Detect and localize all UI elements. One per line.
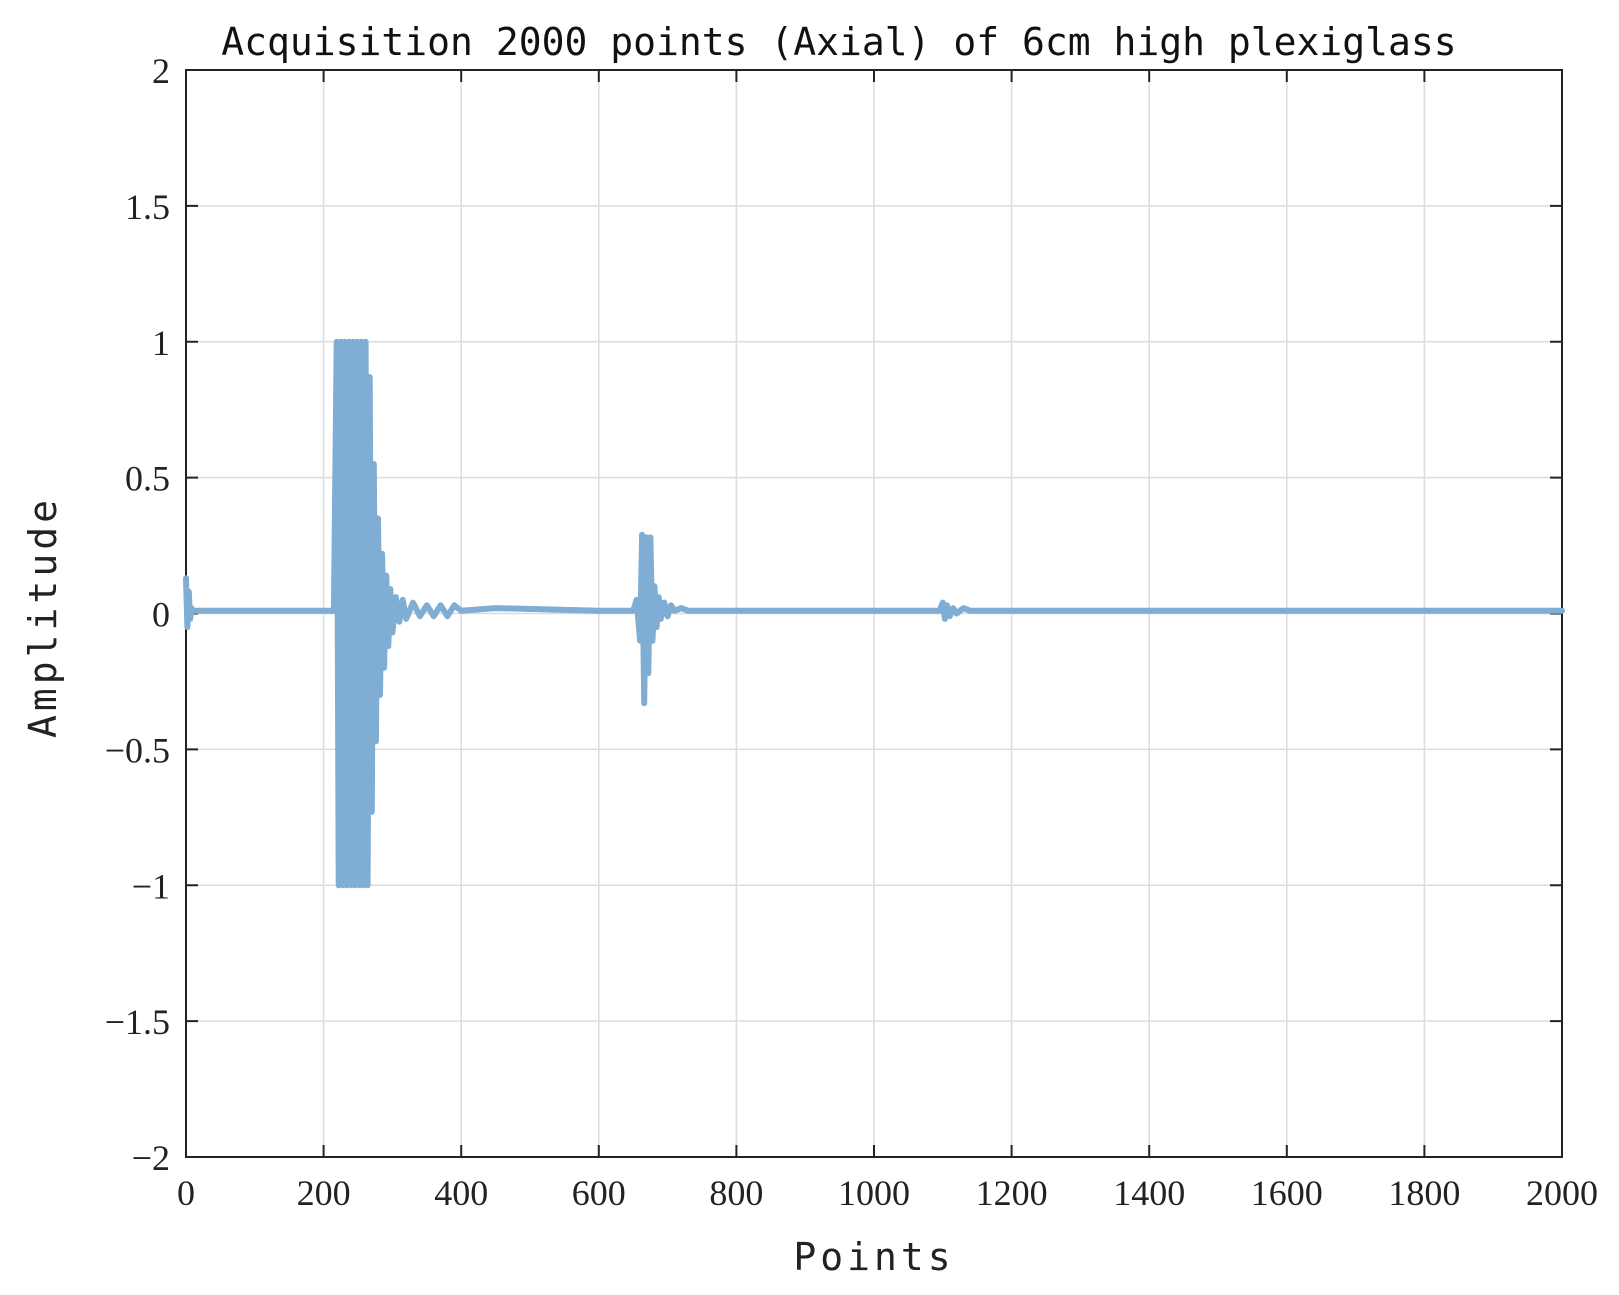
series-line-0: [183, 338, 1565, 889]
series-layer: [183, 338, 1565, 889]
y-tick-label: 1: [152, 323, 170, 363]
y-tick-label: −2: [132, 1138, 170, 1178]
y-tick-label: −1: [132, 866, 170, 906]
x-tick-label: 0: [177, 1173, 195, 1213]
y-tick-label: 2: [152, 51, 170, 91]
x-tick-label: 400: [434, 1173, 488, 1213]
x-tick-label: 200: [297, 1173, 351, 1213]
tick-labels: 0 200 400 600 800 1000 1200 1400 1600 1800 2000 2 1.…: [105, 51, 1598, 1213]
x-tick-label: 1200: [976, 1173, 1048, 1213]
x-axis-label: Points: [793, 1235, 954, 1279]
y-tick-label: −0.5: [105, 730, 170, 770]
x-tick-label: 800: [709, 1173, 763, 1213]
y-tick-label: 1.5: [125, 187, 170, 227]
x-tick-label: 1800: [1388, 1173, 1460, 1213]
x-tick-label: 1600: [1251, 1173, 1323, 1213]
x-tick-label: 600: [572, 1173, 626, 1213]
y-axis-label: Amplitude: [21, 496, 65, 738]
x-tick-label: 2000: [1526, 1173, 1598, 1213]
x-tick-label: 1000: [838, 1173, 910, 1213]
x-tick-label: 1400: [1113, 1173, 1185, 1213]
chart-title: Acquisition 2000 points (Axial) of 6cm h…: [221, 20, 1456, 64]
y-tick-label: 0.5: [125, 459, 170, 499]
y-tick-label: 0: [152, 595, 170, 635]
y-tick-label: −1.5: [105, 1002, 170, 1042]
axis-ticks: [185, 69, 1563, 1158]
